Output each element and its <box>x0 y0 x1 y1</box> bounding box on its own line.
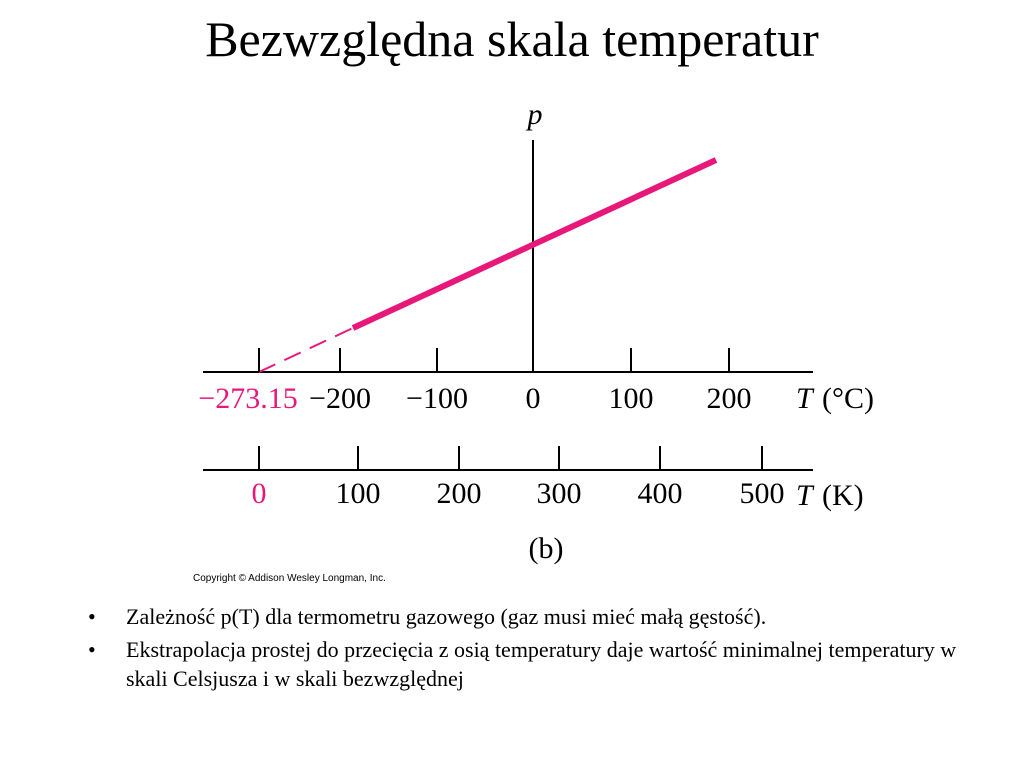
bullet: Ekstrapolacja prostej do przecięcia z os… <box>88 635 968 693</box>
tick-label: 0 <box>252 477 267 510</box>
tick-label: 500 <box>740 477 785 510</box>
slide-title: Bezwzględna skala temperatur <box>205 11 819 67</box>
measurement-line <box>351 157 718 331</box>
tick-label: 300 <box>537 477 582 510</box>
tick-label: 400 <box>638 477 683 510</box>
copyright: Copyright © Addison Wesley Longman, Inc. <box>193 573 386 584</box>
y-axis-label: p <box>526 98 543 131</box>
tick-label: −273.15 <box>198 382 297 415</box>
bullet-list: Zależność p(T) dla termometru gazowego (… <box>88 602 968 697</box>
bullet: Zależność p(T) dla termometru gazowego (… <box>88 602 968 631</box>
tick-label: −200 <box>309 382 371 415</box>
tick-label: 100 <box>609 382 654 415</box>
kelvin-unit: (K) <box>822 479 864 512</box>
tick-label: 200 <box>437 477 482 510</box>
figure-caption: (b) <box>529 532 564 565</box>
kelvin-symbol: T <box>796 479 815 512</box>
tick-label: −100 <box>406 382 468 415</box>
figure: Bezwzględna skala temperatur p −273.15 −2… <box>193 11 874 584</box>
celsius-symbol: T <box>796 382 815 415</box>
celsius-unit: (°C) <box>822 382 874 415</box>
extrapolation-line <box>258 327 354 373</box>
tick-label: 200 <box>707 382 752 415</box>
tick-label: 0 <box>526 382 541 415</box>
tick-label: 100 <box>336 477 381 510</box>
